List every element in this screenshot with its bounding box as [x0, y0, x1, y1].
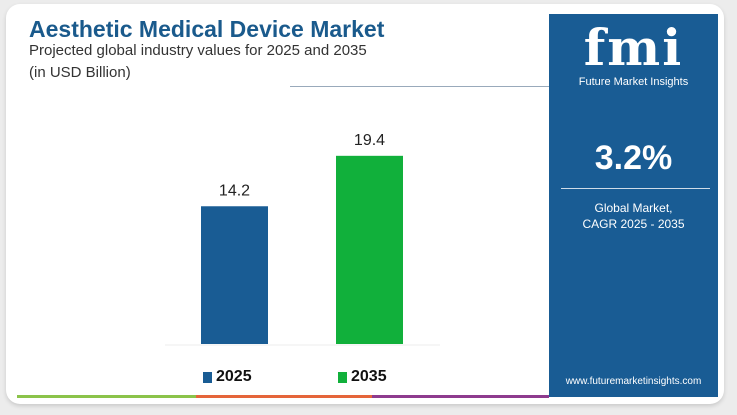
- legend-item-2025: 2025: [203, 368, 252, 386]
- legend-swatch: [338, 371, 347, 383]
- page-title: Aesthetic Medical Device Market: [29, 16, 385, 42]
- legend-item-2035: 2035: [338, 368, 387, 386]
- data-label-2035: 19.4: [354, 132, 385, 149]
- cagr-value: 3.2%: [594, 139, 673, 177]
- accent-strip-orange: [196, 395, 372, 398]
- fmi-logo: fmi: [583, 18, 684, 77]
- legend-label: 2025: [216, 368, 252, 385]
- legend-label: 2035: [351, 368, 387, 385]
- accent-strip-purple: [372, 395, 549, 398]
- panel-divider: [561, 188, 710, 189]
- bar-2035: [336, 155, 403, 344]
- unit-label: (in USD Billion): [29, 64, 131, 81]
- accent-strip-green: [17, 395, 196, 398]
- bar-2025: [201, 206, 268, 344]
- bar-chart: 14.2 19.4: [165, 132, 440, 346]
- subtitle: Projected global industry values for 202…: [29, 42, 367, 59]
- data-label-2025: 14.2: [219, 182, 250, 199]
- cagr-label: Global Market, CAGR 2025 - 2035: [549, 200, 718, 232]
- website-link[interactable]: www.futuremarketinsights.com: [565, 376, 702, 387]
- legend-swatch: [203, 371, 212, 383]
- cagr-label-line1: Global Market,: [594, 201, 673, 215]
- divider: [290, 86, 549, 87]
- summary-panel: fmi Future Market Insights 3.2% Global M…: [549, 14, 718, 397]
- cagr-label-line2: CAGR 2025 - 2035: [582, 217, 685, 231]
- brand-name: Future Market Insights: [578, 76, 689, 88]
